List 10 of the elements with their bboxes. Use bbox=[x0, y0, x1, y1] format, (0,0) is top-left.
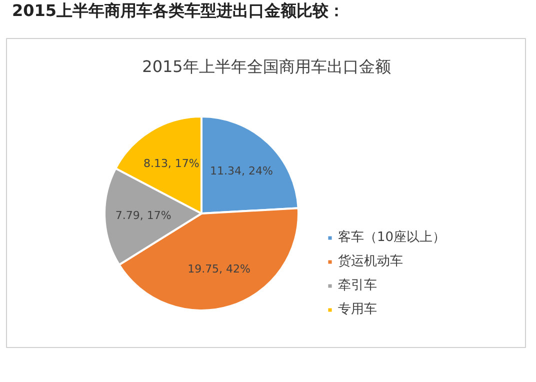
legend-label: 货运机动车 bbox=[338, 253, 403, 270]
data-label: 11.34, 24% bbox=[210, 164, 273, 178]
chart-title: 2015上半年商用车各类车型进出口金额比较： bbox=[12, 0, 345, 22]
legend-label: 客车（10座以上） bbox=[338, 229, 446, 246]
data-label: 8.13, 17% bbox=[143, 157, 200, 170]
legend-label: 专用车 bbox=[338, 301, 377, 318]
legend-label: 牵引车 bbox=[338, 277, 377, 294]
chart-subtitle: 2015年上半年全国商用车出口金额 bbox=[142, 57, 391, 76]
data-label: 19.75, 42% bbox=[188, 262, 251, 276]
data-label: 7.79, 17% bbox=[115, 209, 172, 222]
